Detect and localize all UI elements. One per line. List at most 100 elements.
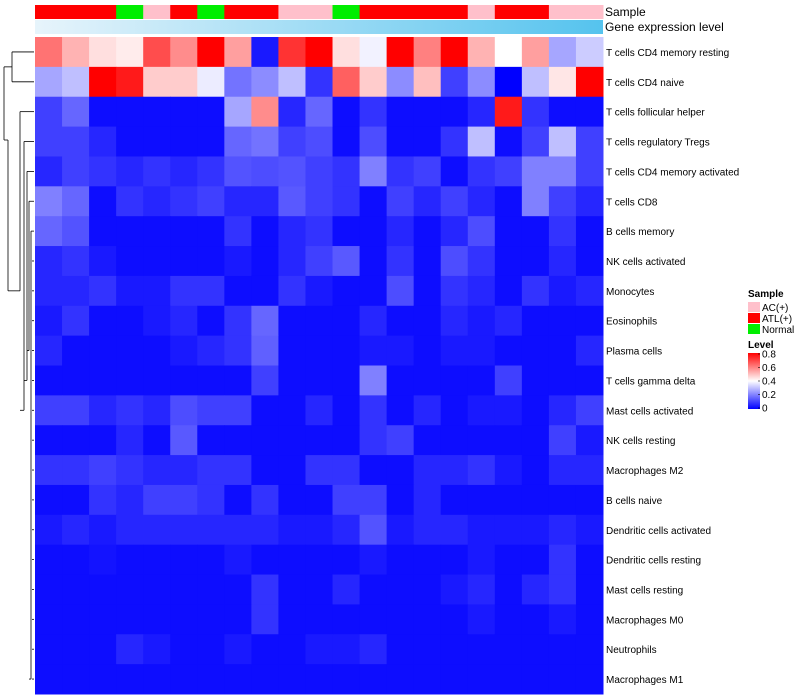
heatmap-cell [278, 455, 306, 486]
heatmap-cell [278, 604, 306, 635]
heatmap-cell [440, 574, 469, 605]
heatmap-cell [197, 275, 225, 307]
sample-annotation-cell [548, 5, 577, 19]
heatmap-cell [440, 305, 469, 337]
heatmap-cell [521, 305, 550, 337]
heatmap-cell [494, 395, 523, 426]
heatmap-cell [197, 604, 225, 635]
legend: Sample AC(+)ATL(+)Normal Level 0.8 0.6 0.4… [748, 289, 794, 415]
legend-tick-label: 0.4 [762, 377, 776, 388]
heatmap-cell [35, 37, 63, 68]
heatmap-cell [170, 126, 198, 157]
row-label: T cells CD4 memory resting [606, 48, 729, 59]
heatmap-cell [467, 365, 496, 396]
heatmap-cell [251, 246, 279, 277]
row-label: NK cells resting [606, 436, 675, 447]
sample-annotation-cell [35, 5, 63, 19]
heatmap-cell [35, 335, 63, 366]
heatmap-cell [62, 186, 90, 217]
heatmap-cell [386, 634, 415, 665]
heatmap-cell [332, 395, 361, 426]
legend-swatch [748, 302, 760, 312]
heatmap-cell [575, 96, 604, 128]
heatmap-cell [170, 455, 198, 486]
row-label: Macrophages M0 [606, 615, 684, 626]
heatmap-cell [575, 634, 604, 665]
row-label: T cells CD4 memory activated [606, 167, 739, 178]
heatmap-cell [143, 96, 171, 128]
heatmap-cell [251, 604, 279, 635]
heatmap-cell [440, 126, 469, 157]
heatmap-cell [116, 335, 144, 366]
heatmap-cell [89, 395, 117, 426]
heatmap-cell [278, 574, 306, 605]
row-label: T cells regulatory Tregs [606, 138, 710, 149]
annotation-label-sample: Sample [605, 5, 646, 19]
heatmap-cell [575, 425, 604, 456]
heatmap-cell [35, 425, 63, 456]
heatmap-cell [467, 425, 496, 456]
heatmap-cell [359, 514, 388, 546]
legend-sample-title: Sample [748, 289, 784, 300]
heatmap-cell [89, 126, 117, 157]
heatmap-cell [224, 156, 252, 187]
heatmap-cell [224, 335, 252, 366]
heatmap-cell [440, 544, 469, 576]
heatmap-cell [170, 544, 198, 576]
heatmap-cell [332, 664, 361, 695]
heatmap-cell [62, 96, 90, 128]
heatmap-cell [467, 335, 496, 366]
heatmap-cell [62, 126, 90, 157]
heatmap-cell [62, 455, 90, 486]
heatmap-cell [548, 664, 577, 695]
heatmap-cell [251, 395, 279, 426]
heatmap-cell [170, 305, 198, 337]
heatmap-cell [305, 96, 334, 128]
heatmap-cell [386, 335, 415, 366]
heatmap-cell [521, 634, 550, 665]
heatmap-cell [197, 126, 225, 157]
heatmap-cell [440, 275, 469, 307]
heatmap-cell [359, 126, 388, 157]
heatmap-cell [332, 335, 361, 366]
heatmap-cell [575, 305, 604, 337]
heatmap-cell [575, 544, 604, 576]
heatmap-cell [494, 455, 523, 486]
heatmap-cell [197, 634, 225, 665]
heatmap-cell [35, 156, 63, 187]
heatmap-cell [116, 484, 144, 516]
heatmap-cell [521, 455, 550, 486]
heatmap-cell [251, 66, 279, 98]
heatmap-cell [386, 216, 415, 247]
row-label: Mast cells activated [606, 406, 693, 417]
heatmap-cell [494, 425, 523, 456]
heatmap-cell [170, 514, 198, 546]
heatmap-cell [170, 37, 198, 68]
heatmap-cell [332, 634, 361, 665]
heatmap-cell [197, 37, 225, 68]
heatmap-cell [548, 365, 577, 396]
heatmap-cell [89, 484, 117, 516]
heatmap-cell [521, 365, 550, 396]
heatmap-cell [305, 395, 334, 426]
heatmap-cell [170, 425, 198, 456]
heatmap-cell [386, 365, 415, 396]
heatmap-cell [278, 425, 306, 456]
heatmap-cell [89, 514, 117, 546]
heatmap-cell [575, 156, 604, 187]
heatmap-cell [359, 634, 388, 665]
heatmap-cell [575, 365, 604, 396]
heatmap-cell [251, 365, 279, 396]
heatmap-cell [413, 126, 442, 157]
heatmap-cell [197, 664, 225, 695]
heatmap-cell [359, 275, 388, 307]
sample-annotation-cell [440, 5, 469, 19]
heatmap-cell [224, 66, 252, 98]
heatmap-cell [332, 574, 361, 605]
heatmap-cell [224, 574, 252, 605]
heatmap-cell [143, 544, 171, 576]
heatmap-cell [467, 96, 496, 128]
heatmap-cell [89, 305, 117, 337]
heatmap-cell [251, 275, 279, 307]
heatmap-cell [197, 156, 225, 187]
